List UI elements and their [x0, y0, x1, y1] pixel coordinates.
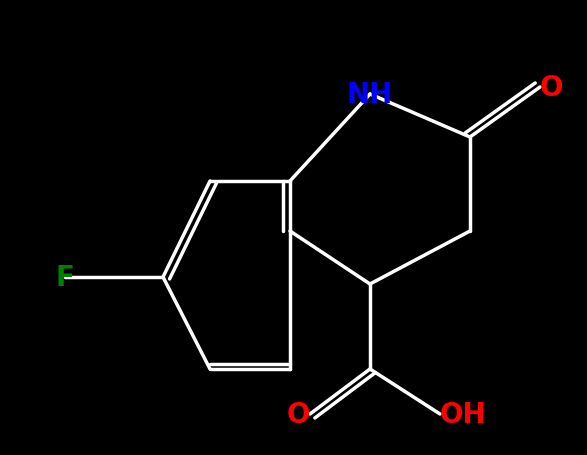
Text: NH: NH: [347, 81, 393, 109]
Text: F: F: [56, 263, 75, 291]
Text: O: O: [540, 74, 564, 102]
Text: O: O: [286, 400, 310, 428]
Text: OH: OH: [440, 400, 487, 428]
